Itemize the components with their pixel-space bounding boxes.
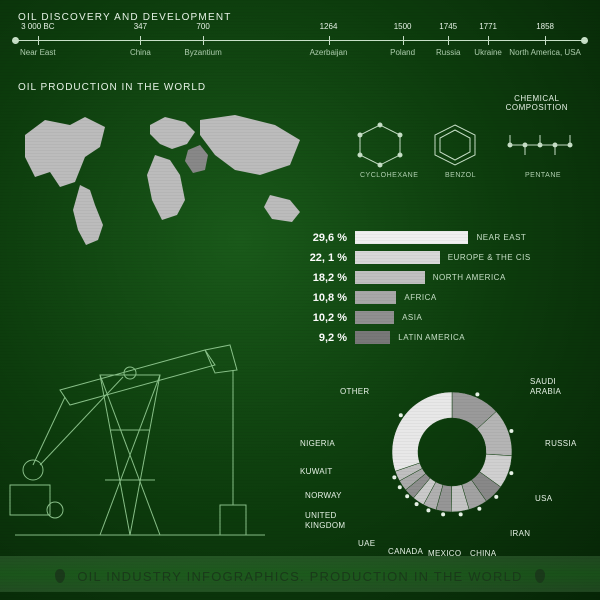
donut-leader-dot bbox=[405, 494, 409, 498]
map-au bbox=[264, 195, 300, 222]
timeline-tick bbox=[403, 36, 404, 45]
donut-label: UNITED bbox=[305, 512, 337, 521]
chem-label-cyclo: CYCLOHEXANE bbox=[360, 172, 418, 179]
bar-chart: 29,6 % NEAR EAST 22, 1 % EUROPE & THE CIS 18… bbox=[300, 230, 580, 350]
timeline-place: China bbox=[130, 48, 151, 57]
bar-label: NEAR EAST bbox=[468, 233, 526, 242]
bar-row: 10,8 % AFRICA bbox=[300, 290, 580, 305]
bar-row: 18,2 % NORTH AMERICA bbox=[300, 270, 580, 285]
bar-pct: 10,2 % bbox=[300, 312, 355, 324]
bar-row: 10,2 % ASIA bbox=[300, 310, 580, 325]
donut-slice bbox=[392, 392, 452, 471]
donut-leader-dot bbox=[509, 429, 513, 433]
map-as bbox=[200, 115, 300, 175]
donut-label: ARABIA bbox=[530, 388, 561, 397]
timeline-place: Near East bbox=[20, 48, 56, 57]
donut-label: KUWAIT bbox=[300, 468, 333, 477]
timeline-year: 1745 bbox=[439, 22, 457, 31]
world-map bbox=[10, 100, 340, 250]
footer-text: OIL INDUSTRY INFOGRAPHICS. PRODUCTION IN… bbox=[0, 569, 600, 584]
timeline-place: Byzantium bbox=[184, 48, 221, 57]
timeline-year: 1858 bbox=[536, 22, 554, 31]
bar-pct: 29,6 % bbox=[300, 232, 355, 244]
timeline-tick bbox=[203, 36, 204, 45]
timeline-tick bbox=[140, 36, 141, 45]
bar-rect bbox=[355, 331, 390, 344]
bar-row: 9,2 % LATIN AMERICA bbox=[300, 330, 580, 345]
donut-label: USA bbox=[535, 495, 552, 504]
timeline-place: Azerbaijan bbox=[310, 48, 348, 57]
timeline-year: 1264 bbox=[320, 22, 338, 31]
bar-row: 29,6 % NEAR EAST bbox=[300, 230, 580, 245]
bar-rect bbox=[355, 311, 394, 324]
chem-label-benzol: BENZOL bbox=[445, 172, 476, 179]
timeline-place: Russia bbox=[436, 48, 460, 57]
title-production: OIL PRODUCTION IN THE WORLD bbox=[18, 82, 206, 93]
bar-pct: 10,8 % bbox=[300, 292, 355, 304]
map-sa bbox=[73, 185, 103, 245]
bar-pct: 22, 1 % bbox=[300, 252, 355, 264]
bar-rect bbox=[355, 251, 440, 264]
donut-leader-dot bbox=[475, 392, 479, 396]
donut-leader-dot bbox=[415, 502, 419, 506]
bar-pct: 18,2 % bbox=[300, 272, 355, 284]
bar-rect bbox=[355, 271, 425, 284]
timeline-tick bbox=[38, 36, 39, 45]
timeline-tick bbox=[488, 36, 489, 45]
bar-label: NORTH AMERICA bbox=[425, 273, 506, 282]
timeline: 3 000 BCNear East347China700Byzantium126… bbox=[15, 30, 585, 70]
timeline-tick bbox=[329, 36, 330, 45]
bar-rect bbox=[355, 291, 396, 304]
timeline-tick bbox=[448, 36, 449, 45]
timeline-year: 347 bbox=[134, 22, 147, 31]
donut-leader-dot bbox=[399, 413, 403, 417]
timeline-year: 1771 bbox=[479, 22, 497, 31]
oil-drop-icon bbox=[535, 569, 545, 583]
bar-row: 22, 1 % EUROPE & THE CIS bbox=[300, 250, 580, 265]
donut-leader-dot bbox=[426, 508, 430, 512]
bar-rect bbox=[355, 231, 468, 244]
donut-leader-dot bbox=[477, 507, 481, 511]
donut-label: SAUDI bbox=[530, 378, 556, 387]
donut-label: OTHER bbox=[340, 388, 370, 397]
donut-leader-dot bbox=[441, 512, 445, 516]
donut-label: RUSSIA bbox=[545, 440, 577, 449]
map-af bbox=[147, 155, 185, 220]
donut-leader-dot bbox=[494, 495, 498, 499]
bar-label: AFRICA bbox=[396, 293, 436, 302]
timeline-year: 1500 bbox=[394, 22, 412, 31]
donut-leader-dot bbox=[392, 475, 396, 479]
bar-label: LATIN AMERICA bbox=[390, 333, 465, 342]
chem-label-pentane: PENTANE bbox=[525, 172, 561, 179]
donut-label: NORWAY bbox=[305, 492, 342, 501]
bar-pct: 9,2 % bbox=[300, 332, 355, 344]
oil-pump-illustration bbox=[5, 255, 275, 555]
timeline-tick bbox=[545, 36, 546, 45]
map-eu bbox=[150, 117, 195, 149]
timeline-place: Poland bbox=[390, 48, 415, 57]
bar-label: ASIA bbox=[394, 313, 422, 322]
donut-label: NIGERIA bbox=[300, 440, 335, 449]
timeline-year: 3 000 BC bbox=[21, 22, 54, 31]
donut-label: UAE bbox=[358, 540, 375, 549]
map-me bbox=[185, 145, 208, 173]
timeline-place: North America, USA bbox=[509, 48, 581, 57]
timeline-year: 700 bbox=[196, 22, 209, 31]
donut-leader-dot bbox=[398, 485, 402, 489]
timeline-place: Ukraine bbox=[474, 48, 502, 57]
bar-label: EUROPE & THE CIS bbox=[440, 253, 531, 262]
donut-chart bbox=[370, 370, 535, 535]
donut-leader-dot bbox=[509, 471, 513, 475]
donut-label: IRAN bbox=[510, 530, 530, 539]
map-na bbox=[25, 117, 105, 187]
donut-leader-dot bbox=[459, 512, 463, 516]
donut-label: KINGDOM bbox=[305, 522, 345, 531]
timeline-axis bbox=[15, 40, 585, 41]
oil-drop-icon bbox=[55, 569, 65, 583]
